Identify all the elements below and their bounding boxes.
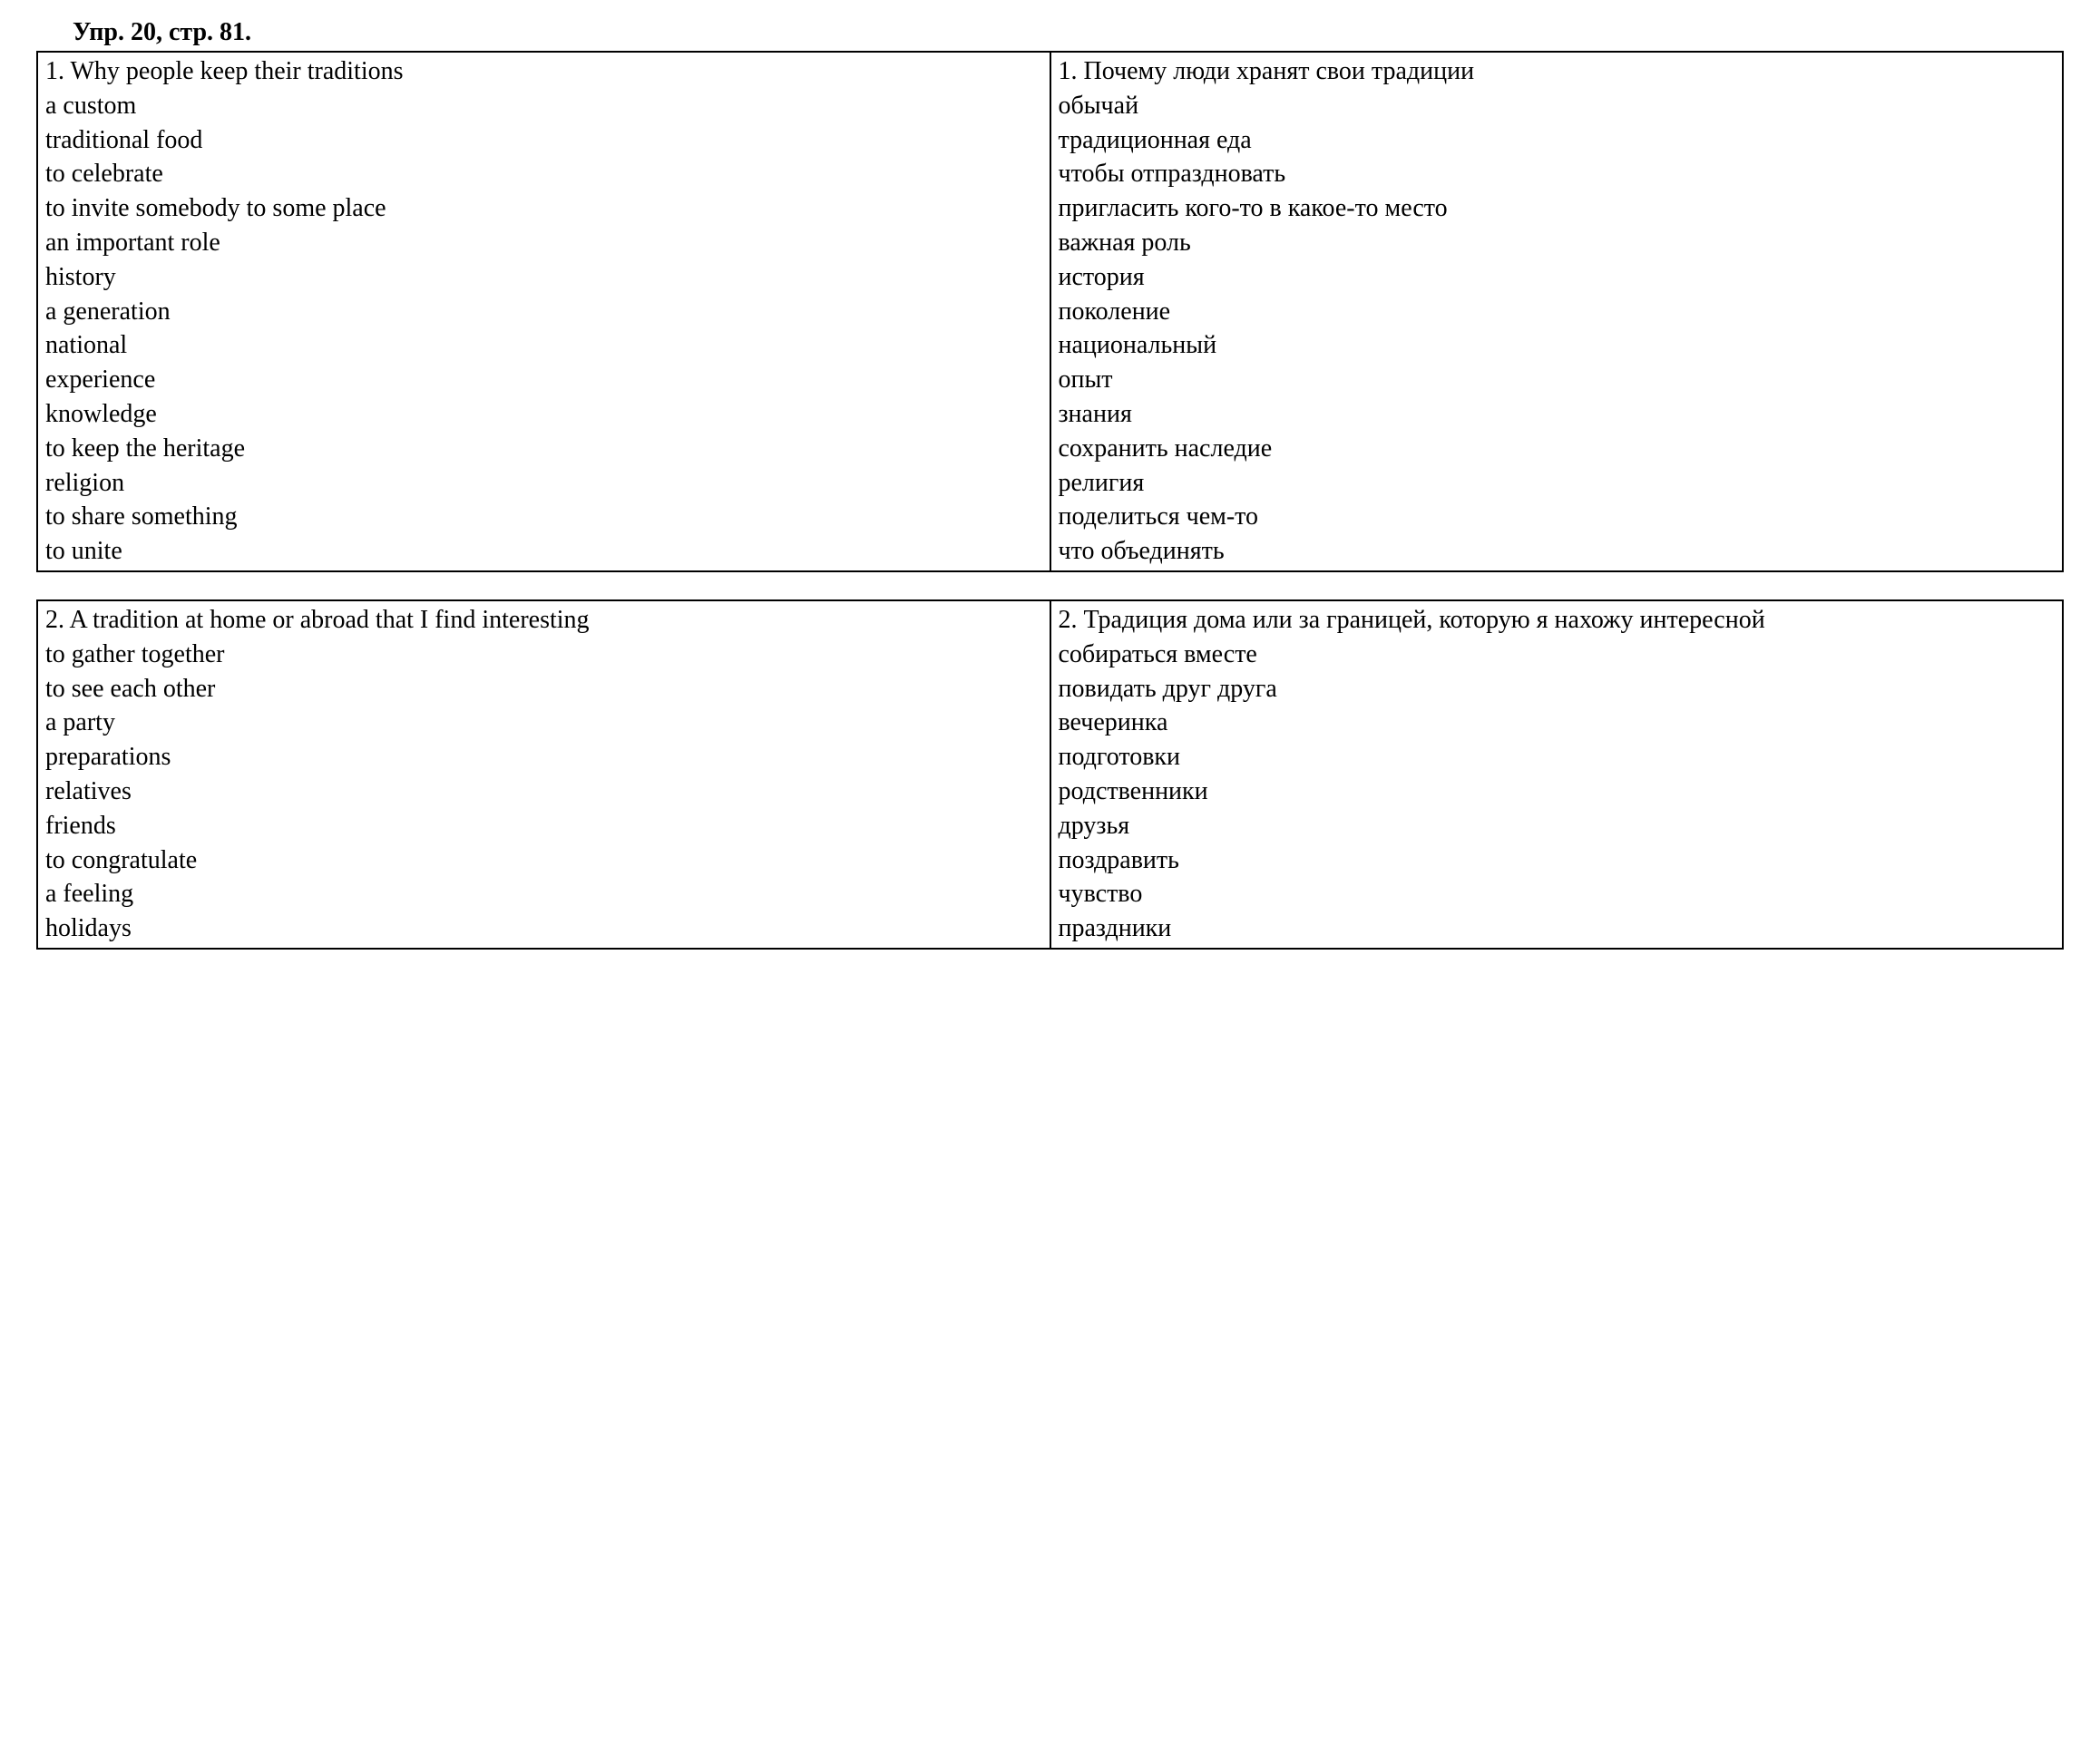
vocab-line: to invite somebody to some place <box>45 191 1042 226</box>
vocabulary-table-1: 1. Why people keep their traditions a cu… <box>36 51 2064 572</box>
vocab-line: традиционная еда <box>1059 123 2056 158</box>
vocab-line: holidays <box>45 911 1042 946</box>
vocab-line: to gather together <box>45 638 1042 672</box>
vocab-line: to see each other <box>45 672 1042 706</box>
table-row: 1. Why people keep their traditions a cu… <box>37 52 2063 571</box>
section-title: 2. A tradition at home or abroad that I … <box>45 603 1042 638</box>
vocab-line: друзья <box>1059 809 2056 843</box>
vocab-line: experience <box>45 363 1042 397</box>
vocab-line: пригласить кого-то в какое-то место <box>1059 191 2056 226</box>
vocab-line: праздники <box>1059 911 2056 946</box>
vocab-line: поздравить <box>1059 843 2056 878</box>
vocab-line: relatives <box>45 775 1042 809</box>
vocab-line: поколение <box>1059 295 2056 329</box>
vocab-line: обычай <box>1059 89 2056 123</box>
vocab-line: history <box>45 260 1042 295</box>
vocab-line: a custom <box>45 89 1042 123</box>
vocab-line: preparations <box>45 740 1042 775</box>
vocab-line: подготовки <box>1059 740 2056 775</box>
section-title: 1. Why people keep their traditions <box>45 54 1042 89</box>
cell-english-1: 1. Why people keep their traditions a cu… <box>37 52 1050 571</box>
cell-english-2: 2. A tradition at home or abroad that I … <box>37 600 1050 949</box>
table-2-wrapper: 2. A tradition at home or abroad that I … <box>36 599 2064 950</box>
vocab-line: to congratulate <box>45 843 1042 878</box>
vocab-line: religion <box>45 466 1042 501</box>
vocab-line: a feeling <box>45 877 1042 911</box>
table-1-wrapper: 1. Why people keep their traditions a cu… <box>36 51 2064 572</box>
vocab-line: to keep the heritage <box>45 432 1042 466</box>
section-title: 1. Почему люди хранят свои традиции <box>1059 54 2056 89</box>
vocab-line: чувство <box>1059 877 2056 911</box>
vocab-line: опыт <box>1059 363 2056 397</box>
vocabulary-table-2: 2. A tradition at home or abroad that I … <box>36 599 2064 950</box>
vocab-line: национальный <box>1059 328 2056 363</box>
vocab-line: важная роль <box>1059 226 2056 260</box>
vocab-line: traditional food <box>45 123 1042 158</box>
vocab-line: собираться вместе <box>1059 638 2056 672</box>
vocab-line: знания <box>1059 397 2056 432</box>
vocab-line: повидать друг друга <box>1059 672 2056 706</box>
vocab-line: to unite <box>45 534 1042 569</box>
vocab-line: national <box>45 328 1042 363</box>
vocab-line: a party <box>45 706 1042 740</box>
vocab-line: сохранить наследие <box>1059 432 2056 466</box>
vocab-line: религия <box>1059 466 2056 501</box>
vocab-line: to share something <box>45 500 1042 534</box>
vocab-line: to celebrate <box>45 157 1042 191</box>
cell-russian-2: 2. Традиция дома или за границей, котору… <box>1050 600 2064 949</box>
vocab-line: вечеринка <box>1059 706 2056 740</box>
vocab-line: что объединять <box>1059 534 2056 569</box>
vocab-line: поделиться чем-то <box>1059 500 2056 534</box>
section-title: 2. Традиция дома или за границей, котору… <box>1059 603 2056 638</box>
vocab-line: knowledge <box>45 397 1042 432</box>
cell-russian-1: 1. Почему люди хранят свои традиции обыч… <box>1050 52 2064 571</box>
vocab-line: чтобы отпраздновать <box>1059 157 2056 191</box>
exercise-header: Упр. 20, стр. 81. <box>73 18 2064 47</box>
vocab-line: родственники <box>1059 775 2056 809</box>
vocab-line: история <box>1059 260 2056 295</box>
vocab-line: a generation <box>45 295 1042 329</box>
vocab-line: an important role <box>45 226 1042 260</box>
vocab-line: friends <box>45 809 1042 843</box>
table-row: 2. A tradition at home or abroad that I … <box>37 600 2063 949</box>
